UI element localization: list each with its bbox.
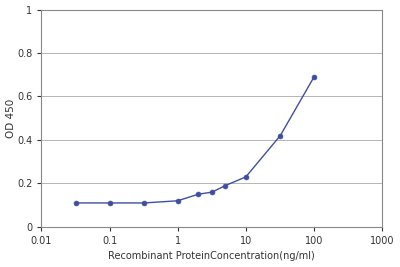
Y-axis label: OD 450: OD 450 — [6, 99, 16, 138]
X-axis label: Recombinant ProteinConcentration(ng/ml): Recombinant ProteinConcentration(ng/ml) — [108, 252, 315, 261]
